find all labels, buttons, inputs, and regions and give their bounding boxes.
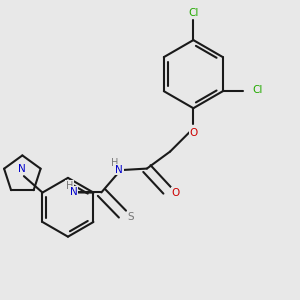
Text: H: H (66, 181, 73, 190)
Text: N: N (70, 187, 77, 197)
Text: O: O (189, 128, 197, 138)
Text: Cl: Cl (188, 8, 199, 18)
Text: S: S (128, 212, 134, 222)
Text: N: N (115, 164, 123, 175)
Text: N: N (19, 164, 26, 174)
Text: O: O (172, 188, 180, 198)
Text: H: H (111, 158, 119, 168)
Text: Cl: Cl (252, 85, 262, 94)
